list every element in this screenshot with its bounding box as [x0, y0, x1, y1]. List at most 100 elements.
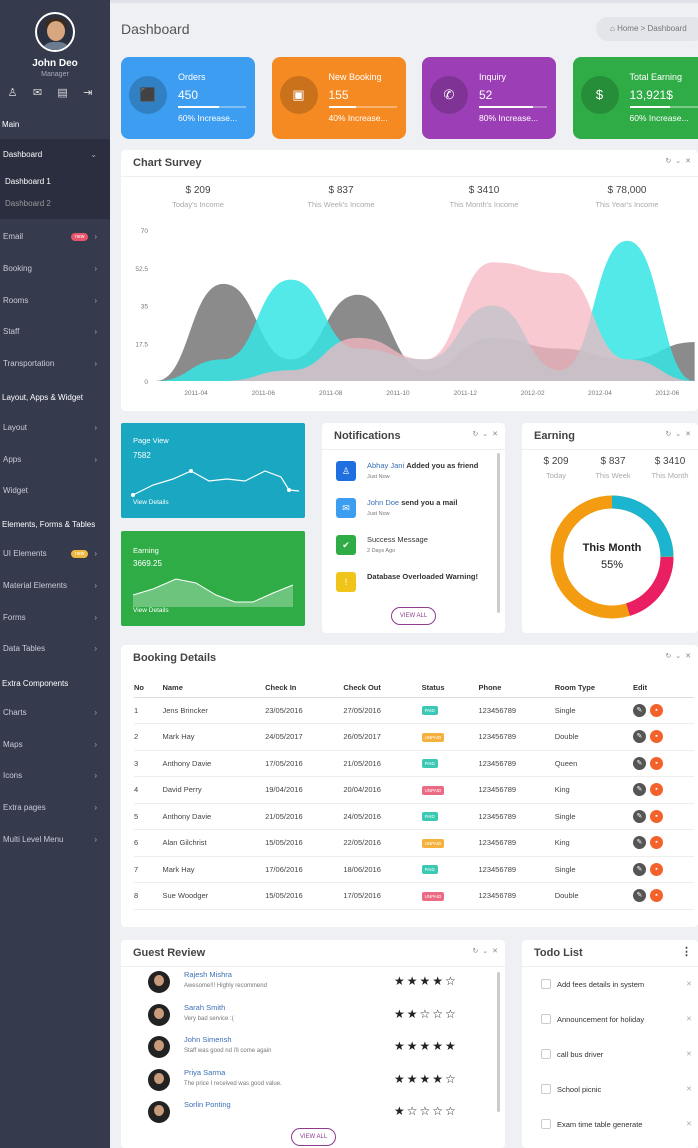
sidebar-item-icons[interactable]: Icons ›: [3, 771, 107, 780]
notification-item[interactable]: ✔ Success Message 2 Days Ago: [336, 532, 496, 568]
reviewer-name[interactable]: Sarah Smith: [184, 1002, 226, 1012]
avatar[interactable]: [35, 12, 75, 52]
stat-card-orders[interactable]: ⬛ Orders 450 60% Increase...: [121, 57, 255, 139]
box-icon: ⬛: [129, 76, 167, 114]
card-controls[interactable]: ↻ ⌄ ✕: [665, 431, 692, 438]
close-icon[interactable]: ✕: [686, 1016, 692, 1023]
delete-icon[interactable]: ▪: [649, 889, 663, 903]
card-controls[interactable]: ↻ ⌄ ✕: [665, 653, 692, 660]
review-item: Sarah Smith Very bad service :(★★☆☆☆: [148, 1002, 488, 1034]
sidebar-item-material-elements[interactable]: Material Elements ›: [3, 581, 107, 590]
column-header: No: [134, 679, 163, 698]
sidebar-item-dashboard-2[interactable]: Dashboard 2: [5, 199, 51, 208]
breadcrumb-home[interactable]: Home: [617, 24, 639, 33]
sidebar-item-data-tables[interactable]: Data Tables ›: [3, 644, 107, 653]
sidebar-item-apps[interactable]: Apps ›: [3, 455, 107, 464]
mail-icon[interactable]: ✉: [32, 87, 43, 99]
menu-header-extra: Extra Components: [2, 679, 69, 688]
avatar[interactable]: [148, 1101, 170, 1123]
close-icon[interactable]: ✕: [686, 1051, 692, 1058]
sidebar-item-multi-level-menu[interactable]: Multi Level Menu ›: [3, 835, 107, 844]
reviewer-name[interactable]: Priya Sarma: [184, 1067, 226, 1077]
table-row: 1 Jens Brincker 23/05/2016 27/05/2016 PAID 12…: [134, 697, 694, 724]
avatar[interactable]: [148, 971, 170, 993]
stat-label: New Booking: [328, 72, 382, 82]
sidebar-item-dashboard-1[interactable]: Dashboard 1: [5, 177, 51, 186]
stat-card-inquiry[interactable]: ✆ Inquiry 52 80% Increase...: [422, 57, 556, 139]
status-badge: PAID: [421, 759, 438, 769]
notification-name[interactable]: Abhay Jani: [367, 461, 405, 470]
todo-item: call bus driver ✕: [541, 1046, 698, 1076]
view-details-link[interactable]: View Details: [133, 607, 169, 614]
sidebar-item-extra-pages[interactable]: Extra pages ›: [3, 803, 107, 812]
user-icon[interactable]: ♙: [7, 87, 18, 99]
view-all-button[interactable]: VIEW ALL: [391, 607, 436, 625]
edit-icon[interactable]: ✎: [632, 703, 646, 717]
delete-icon[interactable]: ▪: [649, 756, 663, 770]
reviewer-name[interactable]: Rajesh Mishra: [184, 970, 232, 979]
view-all-button[interactable]: VIEW ALL: [291, 1128, 336, 1146]
sidebar-item-maps[interactable]: Maps ›: [3, 740, 107, 749]
close-icon[interactable]: ✕: [686, 1086, 692, 1093]
edit-icon[interactable]: ✎: [632, 889, 646, 903]
delete-icon[interactable]: ▪: [649, 836, 663, 850]
sidebar-item-forms[interactable]: Forms ›: [3, 613, 107, 622]
delete-icon[interactable]: ▪: [649, 783, 663, 797]
edit-icon[interactable]: ✎: [632, 730, 646, 744]
sidebar-item-dashboard[interactable]: Dashboard ⌄: [3, 150, 97, 159]
edit-icon[interactable]: ✎: [632, 862, 646, 876]
sidebar-item-widget[interactable]: Widget: [3, 486, 107, 495]
notification-item[interactable]: ✉ John Doe send you a mail Just Now: [336, 495, 496, 531]
avatar[interactable]: [148, 1003, 170, 1026]
stat-card-new-booking[interactable]: ▣ New Booking 155 40% Increase...: [271, 57, 406, 139]
edit-icon[interactable]: ✎: [632, 756, 646, 770]
notification-item[interactable]: ♙ Abhay Jani Added you as friend Just Now: [336, 458, 496, 494]
more-options-icon[interactable]: ⋮: [681, 946, 692, 958]
delete-icon[interactable]: ▪: [649, 730, 663, 744]
edit-icon[interactable]: ✎: [632, 783, 646, 797]
edit-icon[interactable]: ✎: [632, 836, 646, 850]
card-controls[interactable]: ↻ ⌄ ✕: [472, 948, 499, 955]
chat-icon[interactable]: ▤: [57, 87, 68, 99]
scrollbar[interactable]: [497, 972, 500, 1112]
todo-checkbox[interactable]: [541, 979, 551, 989]
table-cell: Single: [554, 856, 633, 883]
delete-icon[interactable]: ▪: [649, 862, 663, 876]
todo-checkbox[interactable]: [541, 1049, 551, 1059]
todo-checkbox[interactable]: [541, 1119, 551, 1129]
stat-card-total-earning[interactable]: $ Total Earning 13,921$ 60% Increase...: [572, 57, 698, 139]
delete-icon[interactable]: ▪: [649, 703, 663, 717]
sidebar-item-transportation[interactable]: Transportation ›: [3, 359, 107, 368]
chevron-right-icon: ›: [94, 613, 97, 622]
sidebar-item-ui-elements[interactable]: UI Elements new ›: [3, 549, 107, 558]
chevron-right-icon: ›: [94, 359, 97, 368]
scrollbar[interactable]: [497, 453, 500, 613]
sidebar-item-charts[interactable]: Charts ›: [3, 708, 107, 717]
avatar[interactable]: [148, 1036, 170, 1058]
reviewer-name[interactable]: John Simensh: [184, 1035, 232, 1044]
todo-checkbox[interactable]: [541, 1084, 551, 1094]
avatar[interactable]: [148, 1068, 170, 1091]
todo-checkbox[interactable]: [541, 1014, 551, 1024]
edit-icon[interactable]: ✎: [632, 809, 646, 823]
briefcase-icon: ▣: [279, 76, 318, 114]
earning-summary: $ 209 Today: [526, 456, 586, 480]
card-controls[interactable]: ↻ ⌄ ✕: [472, 431, 499, 438]
sidebar-item-email[interactable]: Email new ›: [3, 232, 107, 241]
close-icon[interactable]: ✕: [686, 981, 692, 988]
logout-icon[interactable]: ⇥: [83, 87, 93, 99]
table-cell: 3: [134, 750, 163, 777]
delete-icon[interactable]: ▪: [649, 809, 663, 823]
sidebar-item-rooms[interactable]: Rooms ›: [3, 296, 107, 305]
notification-item[interactable]: ! Database Overloaded Warning!: [336, 569, 496, 605]
reviewer-name[interactable]: Sorlin Ponting: [184, 1100, 231, 1109]
card-controls[interactable]: ↻ ⌄ ✕: [665, 158, 692, 165]
close-icon[interactable]: ✕: [686, 1121, 692, 1128]
notification-name[interactable]: John Doe: [367, 498, 400, 507]
sidebar-item-label: Charts: [3, 708, 27, 717]
sidebar-item-booking[interactable]: Booking ›: [3, 264, 107, 273]
view-details-link[interactable]: View Details: [133, 499, 169, 506]
sidebar-item-staff[interactable]: Staff ›: [3, 327, 107, 336]
menu-header-elements: Elements, Forms & Tables: [2, 520, 96, 529]
sidebar-item-layout[interactable]: Layout ›: [3, 423, 107, 432]
